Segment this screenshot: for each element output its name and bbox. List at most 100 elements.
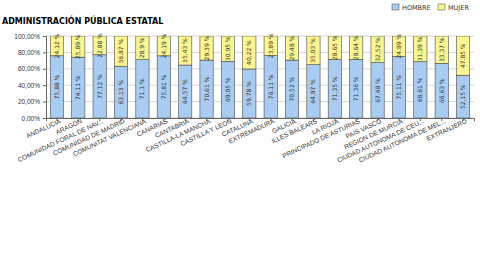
data-label: 23,89 % <box>267 33 274 58</box>
tick: 20,00% <box>18 98 46 105</box>
bar-segment <box>243 36 256 69</box>
axis-line <box>43 37 47 119</box>
tick-label: EXTRANJERO <box>425 117 468 142</box>
bar-segment <box>179 65 192 118</box>
data-label: 22,88 % <box>96 33 103 58</box>
bar-segment <box>307 36 320 65</box>
data-label: 70,52 % <box>288 76 295 101</box>
data-label: 76,11 % <box>267 74 274 99</box>
data-label: 69,05 % <box>224 77 231 102</box>
data-label: 29,48 % <box>288 35 295 60</box>
data-label: 36,87 % <box>117 38 124 63</box>
bar-segment <box>243 69 256 118</box>
data-label: 32,52 % <box>374 37 381 62</box>
x-axis: ANDALUCIAARAGONCOMUNIDAD FORAL DE NAV...… <box>17 117 475 164</box>
tick: 80,00% <box>18 49 46 56</box>
data-label: 24,19 % <box>160 33 167 58</box>
data-label: 63,13 % <box>117 79 124 104</box>
data-label: 29,39 % <box>203 35 210 60</box>
bar-segment <box>456 75 469 118</box>
data-label: 40,22 % <box>245 40 252 65</box>
data-label: 25,89 % <box>74 34 81 59</box>
tick: CIUDAD AUTONOMA DE MEL... <box>358 117 447 164</box>
bar-segment <box>456 36 469 75</box>
tick-label: 80,00% <box>18 49 40 56</box>
bar-segment <box>392 56 405 118</box>
data-label: 70,61 % <box>203 76 210 101</box>
bar-segment <box>264 56 277 118</box>
bar-segment <box>435 36 448 63</box>
data-label: 33,37 % <box>438 37 445 62</box>
data-label: 75,11 % <box>395 75 402 100</box>
bars <box>50 36 469 118</box>
chart: ADMINISTRACIÓN PÚBLICA ESTATAL75,88 %74,… <box>0 0 480 270</box>
tick: COMUNITAT VALENCIANA <box>72 117 148 157</box>
grid-line <box>46 68 474 69</box>
bar-segment <box>414 36 427 62</box>
tick-label: 40,00% <box>18 82 40 89</box>
grid <box>46 36 474 118</box>
data-label: 67,48 % <box>374 78 381 103</box>
data-label: 77,12 % <box>96 74 103 99</box>
bar-segment <box>285 36 298 60</box>
bar-segment <box>414 62 427 118</box>
data-label: 71,1 % <box>138 78 145 99</box>
legend: HOMBRE MUJER <box>392 4 469 12</box>
bar-segment <box>435 63 448 118</box>
bar-segment <box>114 36 127 66</box>
data-label: 24,12 % <box>53 33 60 58</box>
data-label: 75,81 % <box>160 74 167 99</box>
tick-mark <box>43 69 46 70</box>
tick-label: 60,00% <box>18 65 40 72</box>
data-label: 64,97 % <box>309 79 316 104</box>
bar-segment <box>221 36 234 61</box>
bar-segment <box>328 36 341 59</box>
data-label: 59,78 % <box>245 81 252 106</box>
tick: EXTREMADURA <box>227 117 276 145</box>
tick: EXTRANJERO <box>425 117 468 142</box>
data-label: 71,35 % <box>331 76 338 101</box>
legend-item: HOMBRE <box>392 4 431 12</box>
data-label: 28,64 % <box>352 35 359 60</box>
tick-label: 0,00% <box>22 115 41 122</box>
legend-label: HOMBRE <box>402 4 431 12</box>
data-label: 47,85 % <box>459 43 466 68</box>
grid-line <box>46 36 474 37</box>
grid-line <box>46 101 474 102</box>
tick-label: CIUDAD AUTONOMA DE CEU... <box>336 117 425 164</box>
bar-segment <box>285 60 298 118</box>
bar-segment <box>136 36 149 60</box>
tick-label: 20,00% <box>18 98 40 105</box>
tick: COMUNIDAD FORAL DE NAV... <box>17 117 105 163</box>
tick-mark <box>43 36 46 37</box>
bar-segment <box>114 66 127 118</box>
tick-label: CIUDAD AUTONOMA DE MEL... <box>358 117 447 164</box>
data-label: 35,43 % <box>181 38 188 63</box>
bar-segment <box>157 56 170 118</box>
legend-label: MUJER <box>448 4 469 12</box>
tick-mark <box>43 102 46 103</box>
bar-segment <box>200 60 213 118</box>
tick: 60,00% <box>18 65 46 72</box>
bar-segment <box>350 36 363 59</box>
data-labels: 75,88 % 74,11 % 77,12 % 63,13 % 71,1 % 75,81 … <box>53 33 466 109</box>
plot-area: 75,88 % 74,11 % 77,12 % 63,13 % 71,1 % 75,81 … <box>14 33 474 164</box>
data-label: 75,88 % <box>53 74 60 99</box>
grid-line <box>46 85 474 86</box>
bar-segment <box>371 36 384 63</box>
data-label: 35,03 % <box>309 38 316 63</box>
data-label: 24,89 % <box>395 34 402 59</box>
data-label: 66,63 % <box>438 78 445 103</box>
tick: 0,00% <box>22 115 46 122</box>
bar-segment <box>72 57 85 118</box>
data-label: 71,36 % <box>352 76 359 101</box>
bar-segment <box>350 59 363 118</box>
tick-label: 100,00% <box>14 33 40 40</box>
data-label: 31,39 % <box>416 36 423 61</box>
data-label: 28,65 % <box>331 35 338 60</box>
bar-segment <box>200 36 213 60</box>
data-label: 74,11 % <box>74 75 81 100</box>
tick-mark <box>43 118 46 119</box>
tick: 100,00% <box>14 33 46 40</box>
bar-segment <box>307 65 320 118</box>
